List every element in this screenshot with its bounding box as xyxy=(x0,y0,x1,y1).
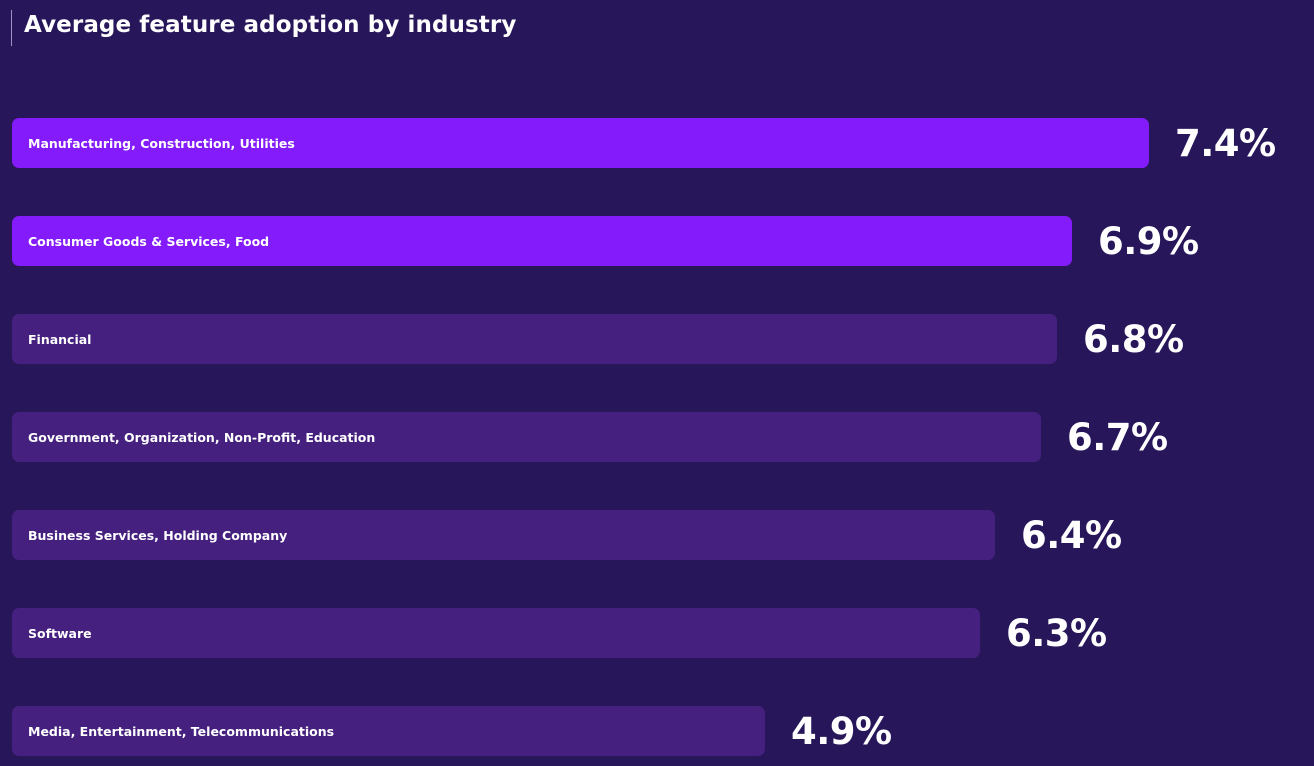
bar-label-7: Media, Entertainment, Telecommunications xyxy=(28,723,335,739)
bar-label-1: Manufacturing, Construction, Utilities xyxy=(28,135,295,151)
bar-1: Manufacturing, Construction, Utilities xyxy=(12,118,1149,168)
bar-2: Consumer Goods & Services, Food xyxy=(12,216,1072,266)
bar-value-label-3: 6.8% xyxy=(1083,317,1184,361)
bar-label-2: Consumer Goods & Services, Food xyxy=(28,233,270,249)
bar-label-3: Financial xyxy=(28,331,92,347)
bar-value-label-5: 6.4% xyxy=(1021,513,1122,557)
bar-value-label-1: 7.4% xyxy=(1175,121,1276,165)
bar-label-6: Software xyxy=(28,625,92,641)
bar-6: Software xyxy=(12,608,980,658)
bar-3: Financial xyxy=(12,314,1057,364)
bar-5: Business Services, Holding Company xyxy=(12,510,995,560)
title-accent-rule xyxy=(11,10,12,46)
bar-value-label-4: 6.7% xyxy=(1067,415,1168,459)
bar-7: Media, Entertainment, Telecommunications xyxy=(12,706,765,756)
bar-label-4: Government, Organization, Non-Profit, Ed… xyxy=(28,429,376,445)
chart-title: Average feature adoption by industry xyxy=(24,12,517,38)
bar-value-label-2: 6.9% xyxy=(1098,219,1199,263)
bar-4: Government, Organization, Non-Profit, Ed… xyxy=(12,412,1041,462)
bar-label-5: Business Services, Holding Company xyxy=(28,527,288,543)
bar-value-label-7: 4.9% xyxy=(791,709,892,753)
bar-value-label-6: 6.3% xyxy=(1006,611,1107,655)
